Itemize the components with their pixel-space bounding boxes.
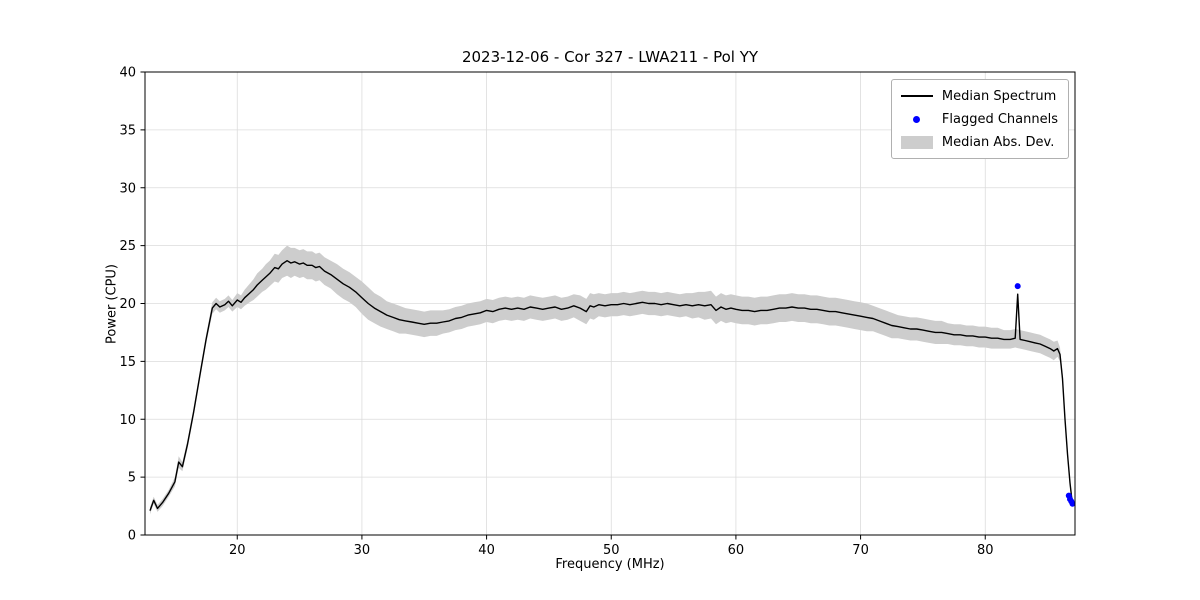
x-tick-label: 20 [229,543,246,558]
chart-title: 2023-12-06 - Cor 327 - LWA211 - Pol YY [461,48,759,66]
y-tick-label: 30 [119,181,136,196]
flagged-point [1014,283,1021,290]
x-tick-label: 70 [852,543,869,558]
y-tick-label: 15 [119,355,136,370]
legend: Median Spectrum Flagged Channels Median … [890,79,1069,159]
y-tick-label: 20 [119,297,136,312]
legend-item-median-abs-dev: Median Abs. Dev. [900,133,1058,151]
y-tick-label: 0 [128,529,136,544]
x-tick-label: 60 [728,543,745,558]
x-axis-label: Frequency (MHz) [555,557,665,572]
legend-label: Flagged Channels [941,111,1058,127]
x-tick-label: 50 [603,543,620,558]
y-tick-label: 10 [119,413,136,428]
flagged-point [1069,500,1076,507]
y-tick-label: 35 [119,123,136,138]
legend-label: Median Abs. Dev. [941,134,1055,150]
legend-item-median-spectrum: Median Spectrum [900,87,1058,105]
line-swatch-icon [900,95,933,97]
legend-label: Median Spectrum [941,88,1057,104]
dot-swatch-icon [913,115,921,123]
x-tick-label: 30 [354,543,371,558]
y-tick-label: 5 [128,471,136,486]
x-tick-label: 80 [977,543,994,558]
band-swatch-icon [900,135,933,149]
x-tick-label: 40 [478,543,495,558]
median-line [149,260,1074,511]
y-tick-label: 25 [119,239,136,254]
y-tick-label: 40 [119,66,136,81]
legend-item-flagged-channels: Flagged Channels [901,110,1058,128]
y-axis-label: Power (CPU) [104,263,120,345]
